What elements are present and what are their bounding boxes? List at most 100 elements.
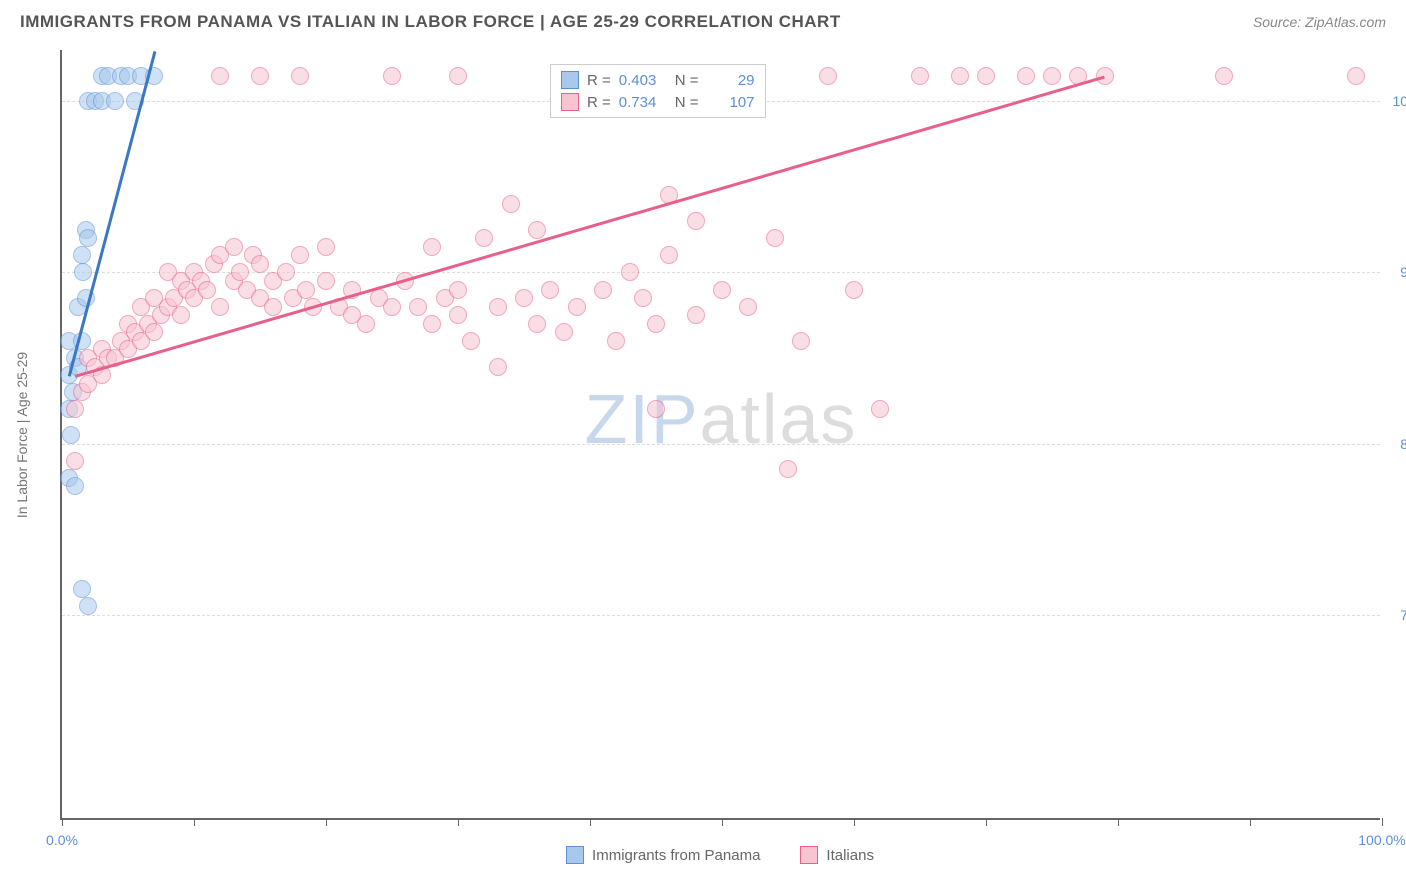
data-point <box>779 460 797 478</box>
data-point <box>409 298 427 316</box>
data-point <box>423 238 441 256</box>
data-point <box>766 229 784 247</box>
ytick-label: 80.0% <box>1385 436 1406 452</box>
stats-row-italians: R = 0.734 N = 107 <box>561 91 755 113</box>
legend-item-panama: Immigrants from Panama <box>566 846 760 864</box>
data-point <box>489 298 507 316</box>
xtick <box>326 818 327 826</box>
data-point <box>73 246 91 264</box>
data-point <box>515 289 533 307</box>
data-point <box>74 263 92 281</box>
data-point <box>211 67 229 85</box>
data-point <box>607 332 625 350</box>
data-point <box>555 323 573 341</box>
xtick <box>854 818 855 826</box>
data-point <box>634 289 652 307</box>
data-point <box>317 238 335 256</box>
gridline <box>62 615 1380 616</box>
data-point <box>145 323 163 341</box>
chart-area: ZIPatlas 70.0%80.0%90.0%100.0%0.0%100.0%… <box>60 50 1380 820</box>
data-point <box>251 67 269 85</box>
data-point <box>264 298 282 316</box>
legend-swatch-italians <box>800 846 818 864</box>
chart-source: Source: ZipAtlas.com <box>1253 14 1386 30</box>
data-point <box>1347 67 1365 85</box>
chart-title: IMMIGRANTS FROM PANAMA VS ITALIAN IN LAB… <box>20 12 841 32</box>
data-point <box>739 298 757 316</box>
data-point <box>541 281 559 299</box>
data-point <box>317 272 335 290</box>
data-point <box>528 315 546 333</box>
data-point <box>528 221 546 239</box>
data-point <box>66 452 84 470</box>
xtick <box>986 818 987 826</box>
data-point <box>1043 67 1061 85</box>
stats-legend-box: R = 0.403 N = 29 R = 0.734 N = 107 <box>550 64 766 118</box>
data-point <box>66 477 84 495</box>
y-axis-label: In Labor Force | Age 25-29 <box>14 352 30 518</box>
data-point <box>449 67 467 85</box>
data-point <box>172 306 190 324</box>
data-point <box>383 67 401 85</box>
data-point <box>449 306 467 324</box>
data-point <box>291 67 309 85</box>
gridline <box>62 444 1380 445</box>
data-point <box>621 263 639 281</box>
swatch-italians <box>561 93 579 111</box>
watermark: ZIPatlas <box>585 379 858 459</box>
data-point <box>687 306 705 324</box>
legend-item-italians: Italians <box>800 846 874 864</box>
data-point <box>225 238 243 256</box>
xtick <box>194 818 195 826</box>
data-point <box>423 315 441 333</box>
data-point <box>871 400 889 418</box>
xtick <box>62 818 63 826</box>
bottom-legend: Immigrants from Panama Italians <box>60 846 1380 864</box>
data-point <box>475 229 493 247</box>
data-point <box>713 281 731 299</box>
data-point <box>647 400 665 418</box>
xtick <box>458 818 459 826</box>
data-point <box>291 246 309 264</box>
data-point <box>198 281 216 299</box>
data-point <box>911 67 929 85</box>
data-point <box>251 255 269 273</box>
ytick-label: 90.0% <box>1385 264 1406 280</box>
swatch-panama <box>561 71 579 89</box>
data-point <box>568 298 586 316</box>
trend-line <box>75 76 1105 378</box>
data-point <box>502 195 520 213</box>
data-point <box>1017 67 1035 85</box>
data-point <box>792 332 810 350</box>
data-point <box>79 229 97 247</box>
data-point <box>62 426 80 444</box>
xtick <box>1118 818 1119 826</box>
data-point <box>383 298 401 316</box>
data-point <box>106 92 124 110</box>
data-point <box>489 358 507 376</box>
data-point <box>357 315 375 333</box>
xtick <box>1250 818 1251 826</box>
data-point <box>1215 67 1233 85</box>
plot-region: ZIPatlas 70.0%80.0%90.0%100.0%0.0%100.0% <box>60 50 1380 820</box>
data-point <box>647 315 665 333</box>
data-point <box>977 67 995 85</box>
data-point <box>1096 67 1114 85</box>
data-point <box>73 580 91 598</box>
data-point <box>231 263 249 281</box>
data-point <box>449 281 467 299</box>
data-point <box>845 281 863 299</box>
data-point <box>211 298 229 316</box>
chart-header: IMMIGRANTS FROM PANAMA VS ITALIAN IN LAB… <box>0 0 1406 40</box>
data-point <box>462 332 480 350</box>
stats-row-panama: R = 0.403 N = 29 <box>561 69 755 91</box>
data-point <box>79 597 97 615</box>
data-point <box>277 263 295 281</box>
data-point <box>819 67 837 85</box>
data-point <box>66 400 84 418</box>
xtick <box>1382 818 1383 826</box>
data-point <box>594 281 612 299</box>
xtick <box>722 818 723 826</box>
data-point <box>687 212 705 230</box>
data-point <box>660 246 678 264</box>
